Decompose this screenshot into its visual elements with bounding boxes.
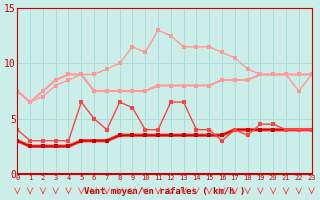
X-axis label: Vent moyen/en rafales ( km/h ): Vent moyen/en rafales ( km/h ) [84, 187, 245, 196]
